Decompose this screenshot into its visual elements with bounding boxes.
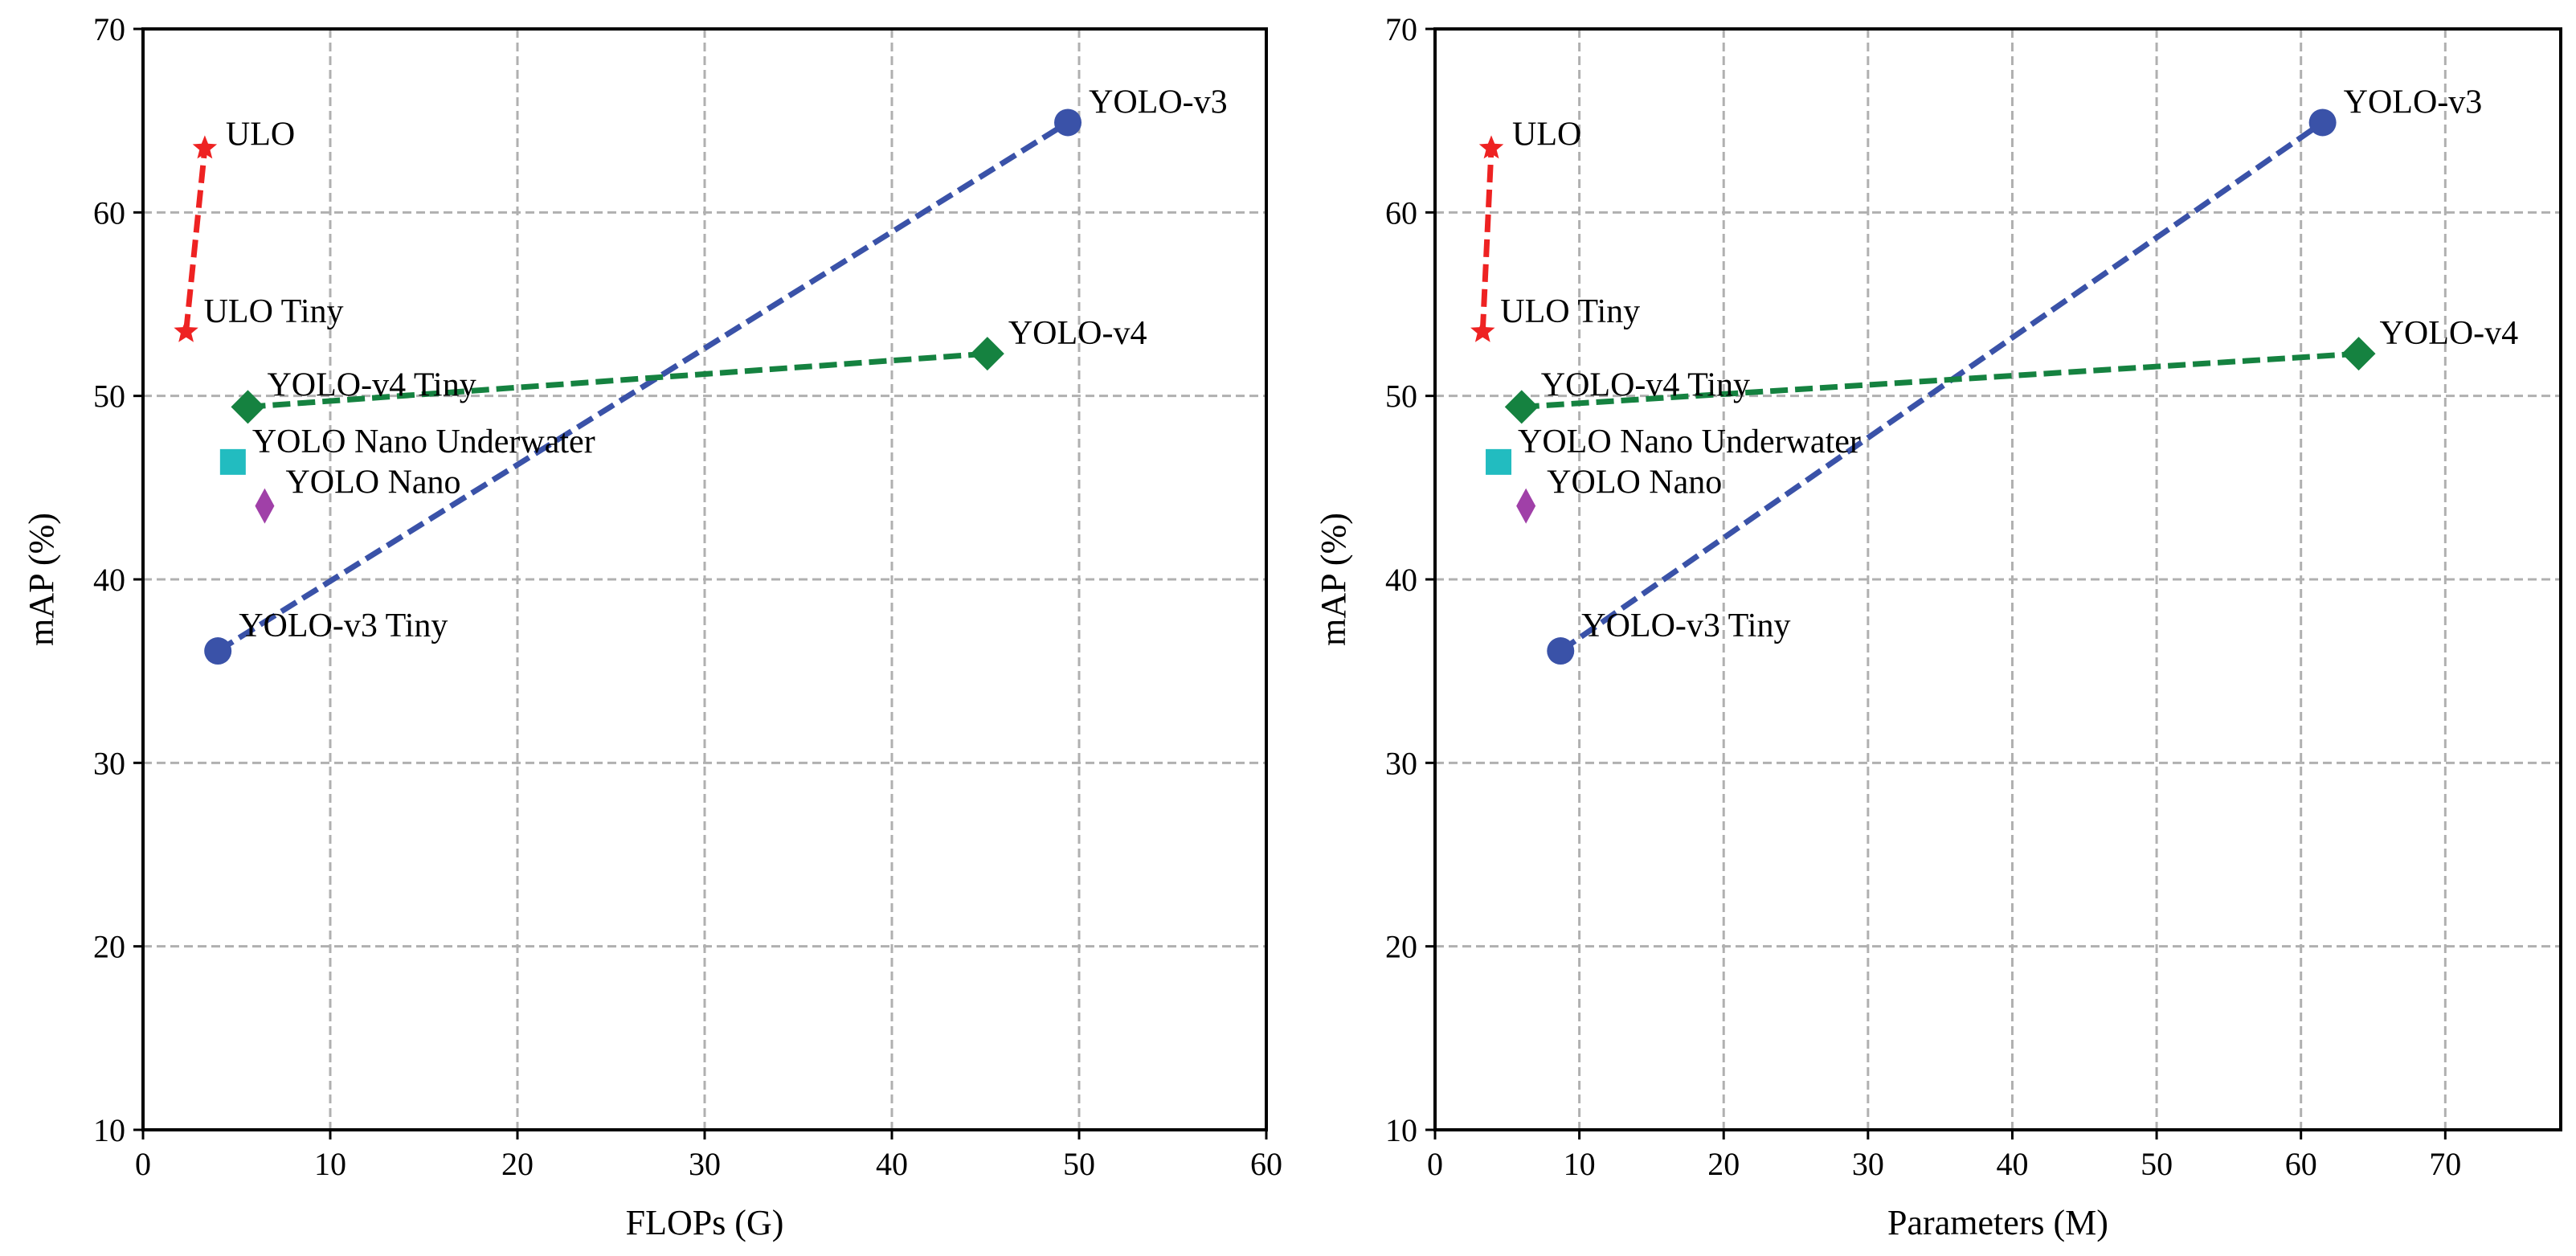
chart-params-x-tick-label: 40 [1996, 1146, 2028, 1182]
chart-params-marker-yolo-v4-tiny [1504, 390, 1539, 424]
chart-params: ULO ULO Tiny YOLO-v3 YOLO-v3 Tiny YOLO-v4 YOL… [1314, 11, 2562, 1242]
chart-flops-label-yolo-v4: YOLO-v4 [1008, 315, 1147, 352]
chart-params-x-tick-label: 60 [2285, 1146, 2317, 1182]
chart-params-label-yolo-v3: YOLO-v3 [2344, 84, 2483, 121]
chart-flops-x-tick-label: 40 [876, 1146, 908, 1182]
chart-flops-y-axis-label: mAP (%) [22, 513, 61, 646]
chart-flops-label-yolo-v3-tiny: YOLO-v3 Tiny [239, 608, 448, 644]
chart-params-y-tick-label: 60 [1385, 194, 1417, 231]
chart-flops-y-tick-label: 40 [93, 562, 125, 598]
chart-params-label-ulo: ULO [1512, 116, 1581, 153]
chart-flops-y-tick-label: 60 [93, 194, 125, 231]
chart-flops-marker-yolo-v3-tiny [204, 637, 232, 665]
chart-params-label-yolo-nano: YOLO Nano [1547, 464, 1722, 501]
chart-flops-marker-yolo-v4-tiny [231, 390, 265, 424]
chart-params-x-tick-label: 0 [1427, 1146, 1443, 1182]
chart-params-marker-yolo-v3-tiny [1547, 637, 1575, 665]
chart-params-y-axis-label: mAP (%) [1314, 513, 1353, 646]
chart-params-marker-yolo-nano [1516, 488, 1536, 524]
chart-flops-y-tick-label: 50 [93, 378, 125, 415]
chart-params-label-yolo-v4: YOLO-v4 [2380, 315, 2519, 352]
chart-flops-y-tick-label: 20 [93, 929, 125, 965]
chart-flops-x-tick-label: 20 [501, 1146, 534, 1182]
chart-flops-line-ulo-tiny-to-ulo [183, 148, 208, 333]
chart-flops-x-tick-label: 30 [689, 1146, 721, 1182]
chart-params-y-tick-label: 50 [1385, 378, 1417, 415]
chart-params-x-tick-label: 30 [1852, 1146, 1884, 1182]
chart-flops-marker-ulo [192, 135, 218, 159]
chart-params-marker-ulo [1478, 135, 1504, 159]
chart-params-label-ulo-tiny: ULO Tiny [1500, 293, 1640, 330]
chart-params-y-tick-label: 10 [1385, 1112, 1417, 1148]
chart-params-x-tick-label: 70 [2429, 1146, 2461, 1182]
chart-flops-label-yolo-v4-tiny: YOLO-v4 Tiny [267, 366, 476, 403]
chart-params-marker-yolo-v3 [2308, 108, 2337, 137]
chart-params-x-tick-label: 20 [1707, 1146, 1740, 1182]
chart-params-marker-yolo-nano-underwater [1486, 448, 1512, 475]
chart-flops-marker-yolo-nano-underwater [219, 448, 246, 475]
chart-params-line-yolo-v3-tiny-to-yolo-v3 [1559, 120, 2325, 653]
chart-flops-label-ulo-tiny: ULO Tiny [204, 293, 344, 330]
chart-flops-y-tick-label: 30 [93, 745, 125, 781]
chart-params-y-tick-label: 20 [1385, 929, 1417, 965]
chart-params-label-yolo-nano-underwater: YOLO Nano Underwater [1518, 423, 1861, 460]
chart-flops-label-ulo: ULO [226, 116, 295, 153]
chart-params-x-axis-label: Parameters (M) [1887, 1203, 2108, 1242]
chart-flops-x-axis-label: FLOPs (G) [626, 1203, 784, 1242]
chart-flops-x-tick-label: 10 [314, 1146, 346, 1182]
chart-flops-line-yolo-v3-tiny-to-yolo-v3 [216, 120, 1069, 654]
chart-flops-label-yolo-v3: YOLO-v3 [1089, 84, 1228, 121]
chart-flops-marker-ulo-tiny [174, 318, 198, 342]
chart-flops-y-tick-label: 10 [93, 1112, 125, 1148]
chart-flops: ULO ULO Tiny YOLO-v3 YOLO-v3 Tiny YOLO-v4 YOL… [22, 11, 1282, 1242]
chart-flops-marker-yolo-v3 [1054, 108, 1082, 137]
chart-params-x-tick-label: 10 [1564, 1146, 1596, 1182]
chart-params-line-yolo-v4-tiny-to-yolo-v4 [1521, 350, 2359, 410]
chart-flops-marker-yolo-v4 [970, 337, 1004, 371]
chart-flops-y-tick-label: 70 [93, 11, 125, 47]
chart-flops-x-tick-label: 50 [1063, 1146, 1095, 1182]
chart-params-line-ulo-tiny-to-ulo [1479, 148, 1494, 332]
chart-params-label-yolo-v4-tiny: YOLO-v4 Tiny [1541, 366, 1750, 403]
chart-flops-x-tick-label: 60 [1250, 1146, 1282, 1182]
chart-params-y-tick-label: 30 [1385, 745, 1417, 781]
chart-flops-marker-yolo-nano [255, 488, 275, 524]
chart-params-x-tick-label: 50 [2141, 1146, 2173, 1182]
chart-params-marker-ulo-tiny [1470, 318, 1495, 342]
chart-flops-x-tick-label: 0 [135, 1146, 151, 1182]
chart-params-y-tick-label: 40 [1385, 562, 1417, 598]
chart-params-label-yolo-v3-tiny: YOLO-v3 Tiny [1581, 608, 1790, 644]
chart-flops-label-yolo-nano: YOLO Nano [285, 464, 460, 501]
chart-flops-label-yolo-nano-underwater: YOLO Nano Underwater [252, 423, 595, 460]
chart-params-y-tick-label: 70 [1385, 11, 1417, 47]
chart-params-marker-yolo-v4 [2341, 337, 2376, 371]
